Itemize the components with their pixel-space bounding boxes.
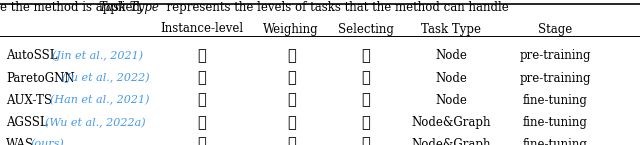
Text: (Han et al., 2021): (Han et al., 2021) bbox=[50, 95, 149, 106]
Text: ✗: ✗ bbox=[362, 49, 371, 63]
Text: AGSSL: AGSSL bbox=[6, 116, 48, 129]
Text: Instance-level: Instance-level bbox=[160, 22, 243, 36]
Text: fine-tuning: fine-tuning bbox=[523, 94, 588, 107]
Text: ✓: ✓ bbox=[197, 116, 206, 130]
Text: ✗: ✗ bbox=[197, 49, 206, 63]
Text: Task Type: Task Type bbox=[421, 22, 481, 36]
Text: Node: Node bbox=[435, 49, 467, 62]
Text: ✗: ✗ bbox=[197, 93, 206, 107]
Text: ✓: ✓ bbox=[287, 137, 296, 145]
Text: Node: Node bbox=[435, 94, 467, 107]
Text: AutoSSL: AutoSSL bbox=[6, 49, 58, 62]
Text: (Ju et al., 2022): (Ju et al., 2022) bbox=[62, 73, 150, 83]
Text: fine-tuning: fine-tuning bbox=[523, 138, 588, 145]
Text: ParetoGNN: ParetoGNN bbox=[6, 71, 75, 85]
Text: Node: Node bbox=[435, 71, 467, 85]
Text: ✓: ✓ bbox=[362, 137, 371, 145]
Text: pre-training: pre-training bbox=[520, 71, 591, 85]
Text: (Jin et al., 2021): (Jin et al., 2021) bbox=[52, 51, 143, 61]
Text: ✓: ✓ bbox=[287, 71, 296, 85]
Text: pre-training: pre-training bbox=[520, 49, 591, 62]
Text: represents the levels of tasks that the method can handle: represents the levels of tasks that the … bbox=[159, 1, 508, 14]
Text: (Wu et al., 2022a): (Wu et al., 2022a) bbox=[45, 117, 145, 128]
Text: Node&Graph: Node&Graph bbox=[412, 138, 491, 145]
Text: WAS: WAS bbox=[6, 138, 35, 145]
Text: Task Type: Task Type bbox=[99, 1, 159, 14]
Text: e the method is applied.: e the method is applied. bbox=[0, 1, 151, 14]
Text: ✓: ✓ bbox=[287, 49, 296, 63]
Text: Node&Graph: Node&Graph bbox=[412, 116, 491, 129]
Text: Weighing: Weighing bbox=[264, 22, 319, 36]
Text: ✓: ✓ bbox=[287, 116, 296, 130]
Text: ✗: ✗ bbox=[362, 71, 371, 85]
Text: ✓: ✓ bbox=[287, 93, 296, 107]
Text: Stage: Stage bbox=[538, 22, 573, 36]
Text: Selecting: Selecting bbox=[338, 22, 394, 36]
Text: fine-tuning: fine-tuning bbox=[523, 116, 588, 129]
Text: AUX-TS: AUX-TS bbox=[6, 94, 52, 107]
Text: (ours): (ours) bbox=[31, 139, 65, 145]
Text: ✗: ✗ bbox=[362, 116, 371, 130]
Text: ✗: ✗ bbox=[197, 71, 206, 85]
Text: ✗: ✗ bbox=[362, 93, 371, 107]
Text: ✓: ✓ bbox=[197, 137, 206, 145]
